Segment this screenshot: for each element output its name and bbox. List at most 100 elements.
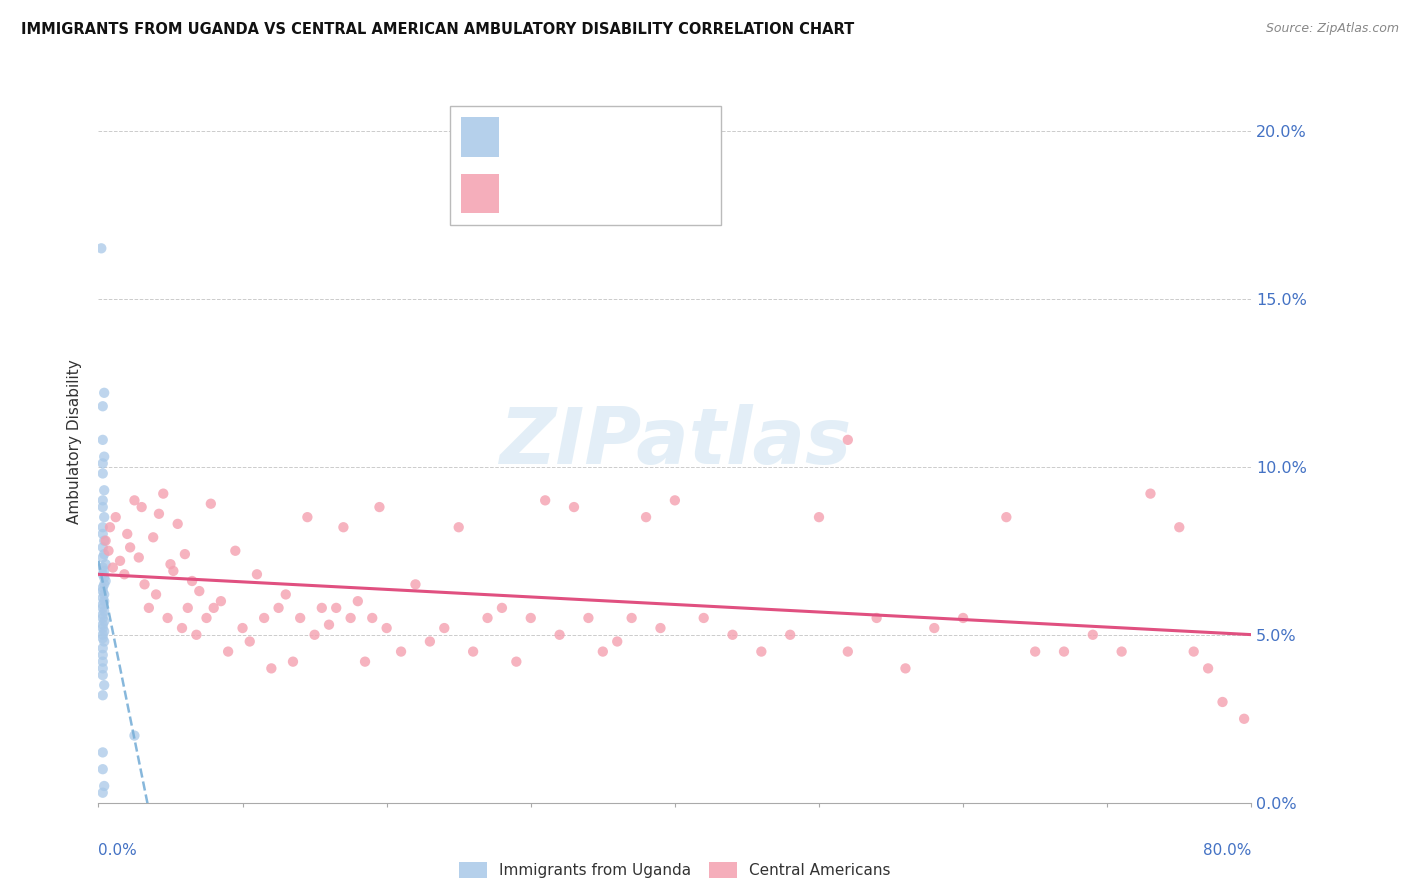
Point — [124, 493, 146, 508]
Point — [491, 600, 513, 615]
Point — [1053, 644, 1076, 658]
Point — [231, 621, 254, 635]
Point — [91, 617, 114, 632]
Point — [91, 520, 114, 534]
Point — [91, 550, 114, 565]
Point — [93, 450, 115, 464]
Point — [97, 543, 120, 558]
Point — [808, 510, 831, 524]
Point — [837, 644, 859, 658]
Point — [128, 550, 150, 565]
Text: IMMIGRANTS FROM UGANDA VS CENTRAL AMERICAN AMBULATORY DISABILITY CORRELATION CHA: IMMIGRANTS FROM UGANDA VS CENTRAL AMERIC… — [21, 22, 855, 37]
Point — [93, 587, 115, 601]
Legend: Immigrants from Uganda, Central Americans: Immigrants from Uganda, Central American… — [460, 863, 890, 879]
Point — [274, 587, 297, 601]
Point — [578, 611, 600, 625]
Point — [281, 655, 304, 669]
Point — [209, 594, 232, 608]
Point — [1024, 644, 1046, 658]
Point — [91, 786, 114, 800]
Point — [112, 567, 135, 582]
Point — [94, 533, 117, 548]
Point — [290, 611, 312, 625]
Point — [170, 621, 193, 635]
Point — [91, 621, 114, 635]
Point — [354, 655, 377, 669]
Point — [534, 493, 557, 508]
Point — [1182, 644, 1205, 658]
Point — [433, 621, 456, 635]
Point — [152, 486, 174, 500]
Point — [93, 483, 115, 498]
Point — [91, 500, 114, 514]
Point — [186, 628, 208, 642]
Point — [101, 560, 124, 574]
Point — [162, 564, 184, 578]
Point — [389, 644, 412, 658]
Point — [93, 533, 115, 548]
Point — [217, 644, 239, 658]
Point — [93, 678, 115, 692]
Point — [93, 564, 115, 578]
Point — [91, 467, 114, 481]
Point — [142, 530, 165, 544]
Point — [837, 433, 859, 447]
Point — [463, 644, 485, 658]
Point — [91, 628, 114, 642]
Point — [91, 611, 114, 625]
Point — [93, 385, 115, 400]
Point — [91, 600, 114, 615]
Point — [91, 591, 114, 605]
Point — [91, 648, 114, 662]
Point — [166, 516, 188, 531]
Point — [405, 577, 427, 591]
Point — [91, 567, 114, 582]
Point — [620, 611, 643, 625]
Point — [304, 628, 326, 642]
Point — [311, 600, 333, 615]
Point — [1233, 712, 1256, 726]
Point — [650, 621, 672, 635]
Point — [318, 617, 340, 632]
Point — [368, 500, 391, 514]
Point — [520, 611, 543, 625]
Point — [124, 729, 146, 743]
Point — [94, 574, 117, 588]
Point — [664, 493, 686, 508]
Point — [104, 510, 127, 524]
Point — [260, 661, 283, 675]
Text: 0.0%: 0.0% — [98, 843, 138, 858]
Point — [91, 661, 114, 675]
Point — [1139, 486, 1161, 500]
Point — [332, 520, 354, 534]
Point — [361, 611, 384, 625]
Point — [174, 547, 197, 561]
Point — [779, 628, 801, 642]
Point — [347, 594, 370, 608]
Point — [134, 577, 156, 591]
Point — [148, 507, 170, 521]
Point — [91, 655, 114, 669]
Point — [751, 644, 773, 658]
Point — [91, 688, 114, 702]
Point — [195, 611, 218, 625]
Point — [93, 624, 115, 639]
Point — [606, 634, 628, 648]
Point — [91, 493, 114, 508]
Point — [419, 634, 441, 648]
Point — [477, 611, 499, 625]
Point — [1168, 520, 1191, 534]
Point — [339, 611, 361, 625]
Point — [181, 574, 204, 588]
Point — [93, 594, 115, 608]
Point — [375, 621, 398, 635]
Point — [325, 600, 347, 615]
Point — [117, 527, 139, 541]
Point — [91, 762, 114, 776]
Point — [636, 510, 658, 524]
Point — [188, 584, 211, 599]
Text: ZIPatlas: ZIPatlas — [499, 403, 851, 480]
Point — [145, 587, 167, 601]
Point — [91, 745, 114, 759]
Text: 80.0%: 80.0% — [1204, 843, 1251, 858]
